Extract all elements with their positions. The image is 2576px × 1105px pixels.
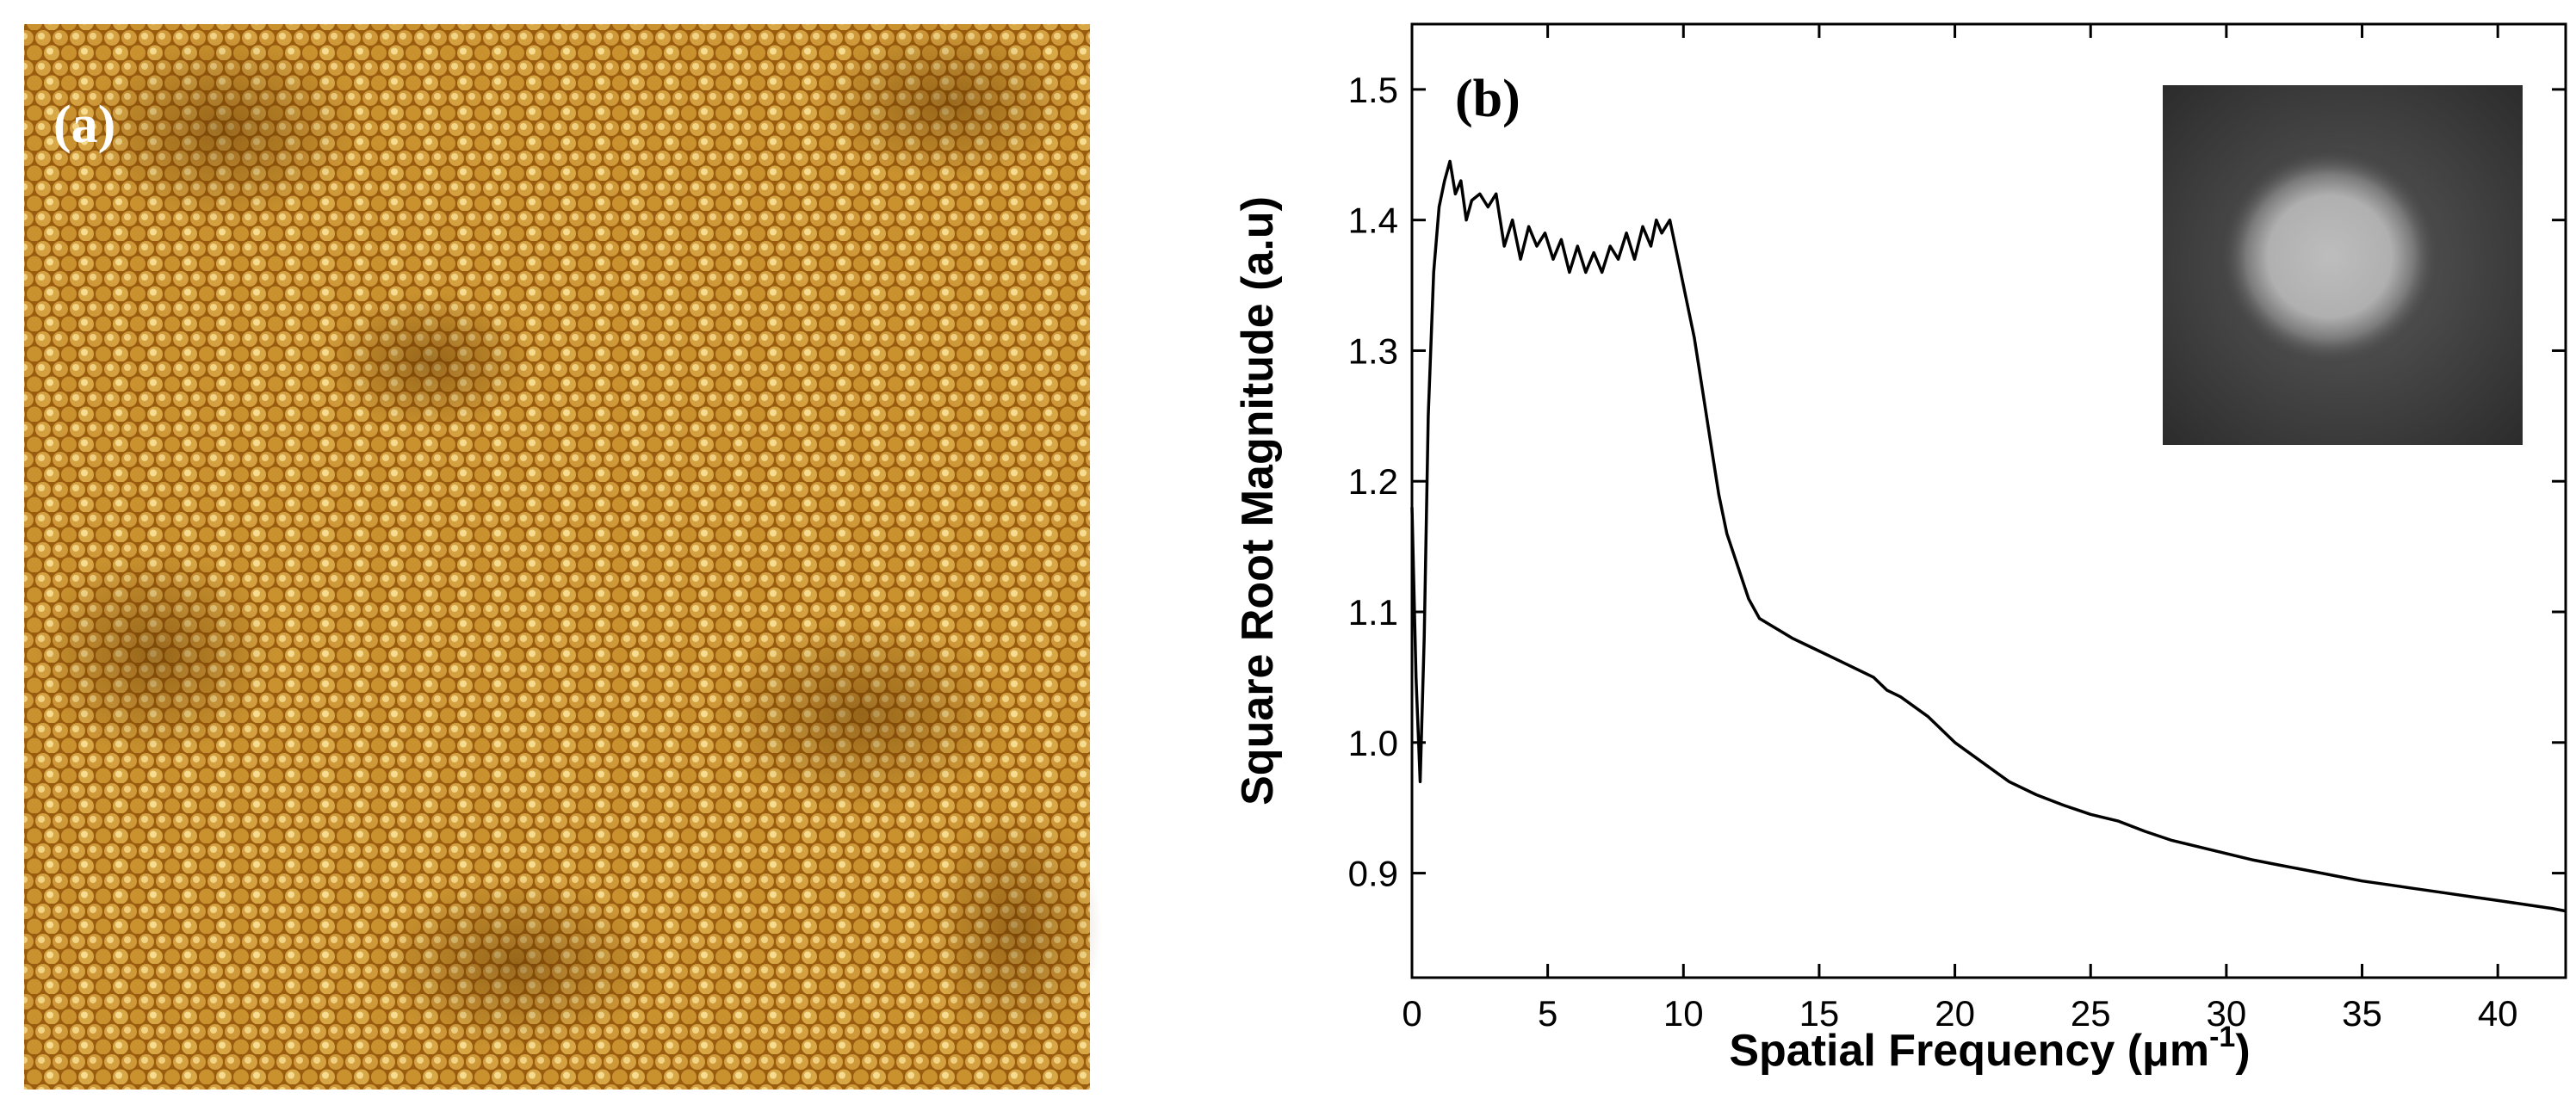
x-tick-label: 0 [1402, 993, 1421, 1034]
fft-profile-panel: 0.9 1.0 1.1 1.2 1.3 1.4 1.5 0 5 10 15 20 25 30 35 40 (… [1233, 22, 2567, 1076]
x-tick-label: 30 [2207, 993, 2247, 1034]
x-axis-label-close: ) [2235, 1026, 2250, 1076]
afm-defect-shade [715, 620, 1007, 809]
afm-defect-shade [86, 34, 362, 224]
y-axis-label: Square Root Magnitude (a.u) [1233, 196, 1283, 806]
afm-defect-shade [930, 809, 1102, 1050]
fft-inset-disk [2218, 146, 2442, 367]
x-axis-label: Spatial Frequency (μm-1) [1729, 1021, 2250, 1076]
panel-a-label: (a) [53, 96, 115, 154]
x-axis-label-main: Spatial Frequency ( [1729, 1026, 2142, 1076]
x-axis: 0 5 10 15 20 25 30 35 40 [1402, 24, 2518, 1034]
y-tick-label: 1.5 [1348, 70, 1398, 110]
y-tick-label: 0.9 [1348, 854, 1398, 894]
afm-defect-shade [379, 878, 654, 1050]
afm-defect-shade [327, 293, 534, 430]
afm-defect-shade [34, 551, 276, 757]
y-axis: 0.9 1.0 1.1 1.2 1.3 1.4 1.5 [1348, 70, 2566, 894]
x-tick-label: 10 [1663, 993, 1704, 1034]
x-tick-label: 25 [2071, 993, 2111, 1034]
y-tick-label: 1.1 [1348, 592, 1398, 633]
y-tick-label: 1.0 [1348, 723, 1398, 763]
x-axis-label-unit: μm [2142, 1026, 2209, 1076]
plot-frame [1410, 22, 2567, 979]
afm-image-panel: (a) [24, 24, 1102, 1090]
x-tick-label: 35 [2342, 993, 2382, 1034]
x-tick-label: 40 [2478, 993, 2518, 1034]
x-tick-label: 15 [1799, 993, 1840, 1034]
x-tick-label: 20 [1935, 993, 1975, 1034]
data-line [1410, 159, 2567, 913]
x-axis-label-exponent: -1 [2209, 1021, 2235, 1053]
x-tick-label: 5 [1538, 993, 1557, 1034]
afm-defect-shade [818, 26, 1076, 181]
y-tick-label: 1.2 [1348, 461, 1398, 502]
y-tick-label: 1.4 [1348, 201, 1398, 241]
panel-b-label: (b) [1455, 70, 1520, 128]
y-tick-label: 1.3 [1348, 330, 1398, 371]
fft-inset [2163, 85, 2523, 445]
